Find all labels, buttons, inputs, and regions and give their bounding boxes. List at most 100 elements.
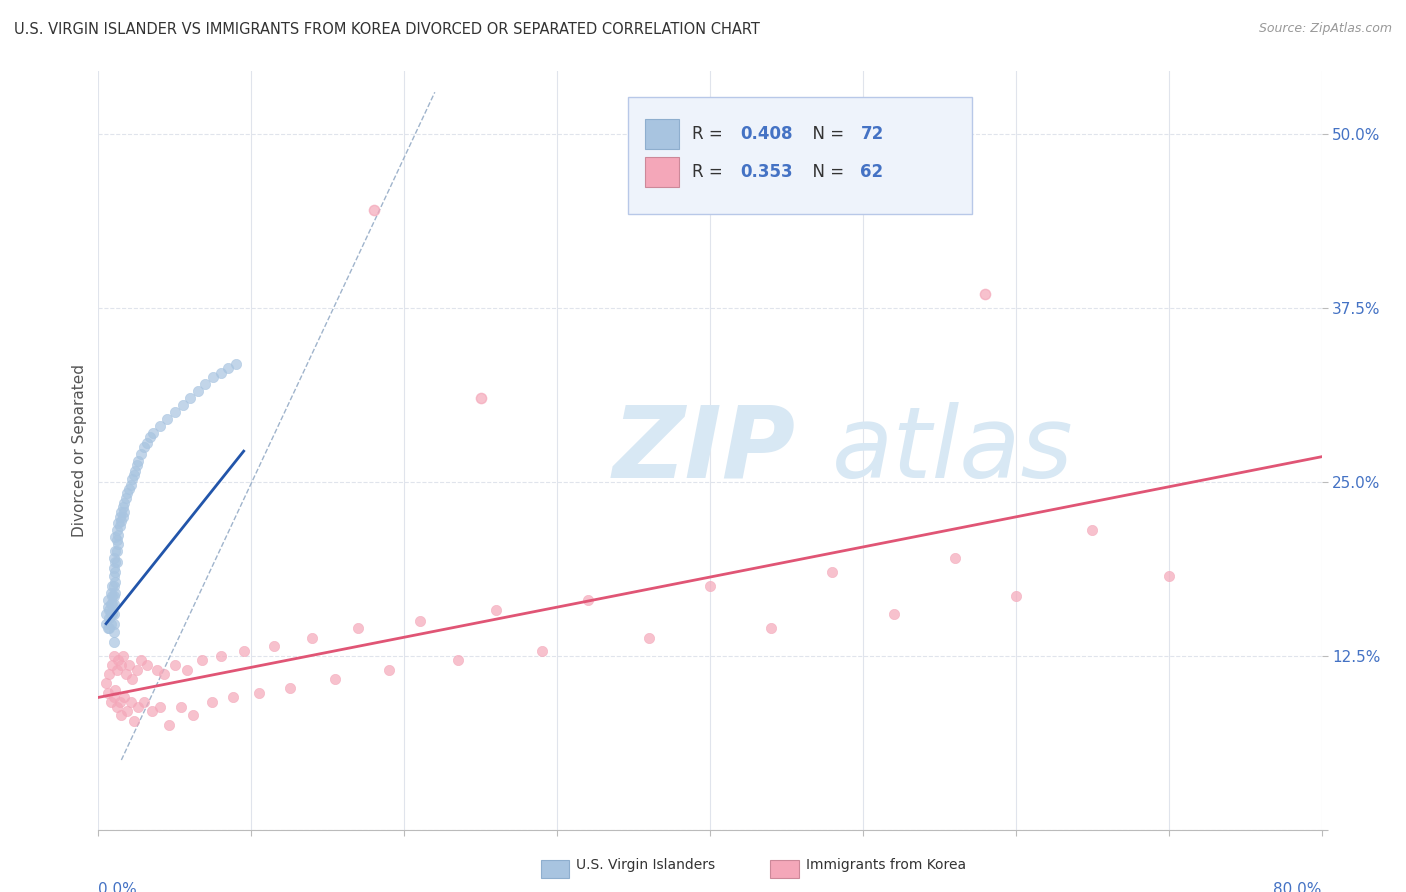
Point [699,579,721,593]
Point [134,440,156,454]
Point [124,464,146,478]
Point [129,653,152,667]
Point [408,614,430,628]
Point [104,565,127,579]
Point [883,607,905,621]
Point [447,653,470,667]
Point [103,607,125,621]
Point [97,599,120,614]
Point [107,516,129,531]
Point [97,686,120,700]
Point [139,430,162,444]
Point [136,435,159,450]
Point [101,579,124,593]
Point [104,574,127,589]
Point [110,514,132,528]
Point [97,593,120,607]
Text: 0.0%: 0.0% [98,882,138,892]
Point [103,634,125,648]
Point [108,519,131,533]
Text: 62: 62 [860,163,883,181]
Point [98,666,121,681]
FancyBboxPatch shape [645,157,679,187]
Point [108,509,131,524]
Point [176,663,198,677]
Point [121,472,143,486]
Point [105,663,128,677]
Point [104,530,127,544]
Point [104,556,127,570]
Text: 80.0%: 80.0% [1274,882,1322,892]
Point [1004,589,1026,603]
Point [118,482,141,496]
Point [145,663,167,677]
Point [110,505,132,519]
Point [122,714,145,728]
Point [105,524,128,538]
Point [107,653,129,667]
Text: N =: N = [801,163,849,181]
Point [225,357,247,371]
Point [100,597,122,611]
Point [363,203,385,218]
Point [129,447,152,461]
Point [105,700,128,714]
Point [118,658,141,673]
Point [100,616,122,631]
FancyBboxPatch shape [645,120,679,150]
Point [107,537,129,551]
Point [103,561,125,575]
Point [94,676,117,690]
Point [125,663,148,677]
Point [187,384,209,399]
Point [110,658,132,673]
Point [125,458,148,472]
Point [153,666,176,681]
Point [103,690,125,705]
Point [470,392,492,406]
Point [142,426,165,441]
Point [156,412,179,426]
Point [141,704,163,718]
Point [120,477,142,491]
Point [127,454,149,468]
Point [943,551,966,566]
Point [194,377,217,392]
Point [108,695,131,709]
Point [209,648,232,663]
Point [136,658,159,673]
Point [202,370,225,384]
Point [100,607,122,621]
Point [112,505,135,519]
Point [101,589,124,603]
Point [103,625,125,640]
Point [157,718,180,732]
Point [117,704,139,718]
Point [105,556,128,570]
Point [209,366,232,380]
Point [217,360,239,375]
Point [115,491,138,506]
Point [107,527,129,541]
Point [110,708,132,723]
Point [98,611,121,625]
Point [637,631,661,645]
Point [103,648,125,663]
Point [120,695,142,709]
Point [974,287,997,301]
Point [200,695,222,709]
Text: R =: R = [692,163,728,181]
Point [101,597,124,611]
Point [222,690,245,705]
Point [101,607,124,621]
Point [247,686,270,700]
Point [103,551,125,566]
Point [347,621,370,635]
Text: Source: ZipAtlas.com: Source: ZipAtlas.com [1258,22,1392,36]
Point [191,653,214,667]
Point [485,603,508,617]
Point [98,621,121,635]
Point [263,639,285,653]
FancyBboxPatch shape [628,97,972,214]
Point [98,603,121,617]
